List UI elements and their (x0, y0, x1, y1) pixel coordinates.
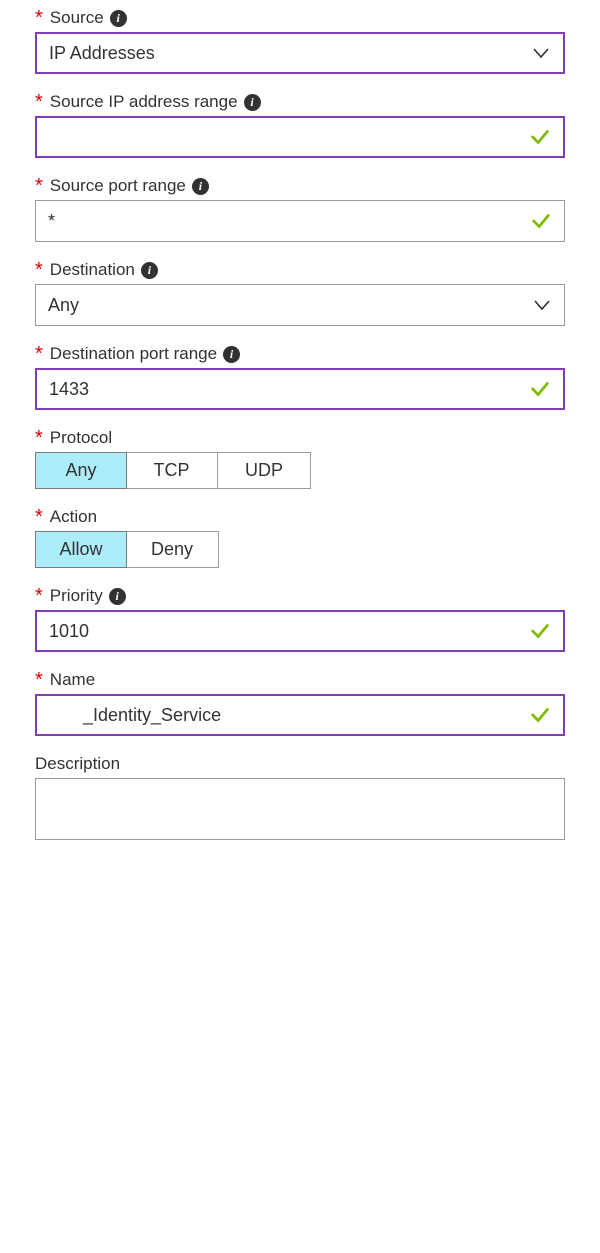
info-icon[interactable]: i (110, 10, 127, 27)
required-asterisk: * (35, 507, 43, 527)
check-icon (529, 704, 551, 726)
info-icon[interactable]: i (141, 262, 158, 279)
required-asterisk: * (35, 92, 43, 112)
field-name: * Name _Identity_Service (35, 662, 565, 736)
source-ip-label: Source IP address range (50, 92, 238, 112)
destination-label: Destination (50, 260, 135, 280)
info-icon[interactable]: i (109, 588, 126, 605)
source-port-input[interactable]: * (35, 200, 565, 242)
description-input[interactable] (35, 778, 565, 840)
priority-label: Priority (50, 586, 103, 606)
required-asterisk: * (35, 586, 43, 606)
destination-value: Any (48, 295, 532, 316)
field-action: * Action Allow Deny (35, 499, 565, 568)
check-icon (530, 210, 552, 232)
source-label: Source (50, 8, 104, 28)
source-value: IP Addresses (49, 43, 531, 64)
action-label: Action (50, 507, 97, 527)
field-source-ip: * Source IP address range i (35, 84, 565, 158)
info-icon[interactable]: i (223, 346, 240, 363)
check-icon (529, 620, 551, 642)
dest-port-label: Destination port range (50, 344, 217, 364)
dest-port-value: 1433 (49, 379, 529, 400)
protocol-option-tcp[interactable]: TCP (126, 453, 218, 488)
field-source-port: * Source port range i * (35, 168, 565, 242)
protocol-label: Protocol (50, 428, 112, 448)
source-ip-input[interactable] (35, 116, 565, 158)
source-port-label: Source port range (50, 176, 186, 196)
field-description: Description (35, 746, 565, 840)
label-row: * Source IP address range i (35, 84, 565, 112)
required-asterisk: * (35, 670, 43, 690)
protocol-segmented: Any TCP UDP (35, 452, 311, 489)
check-icon (529, 378, 551, 400)
check-icon (529, 126, 551, 148)
info-icon[interactable]: i (192, 178, 209, 195)
label-row: * Action (35, 499, 565, 527)
label-row: * Source i (35, 0, 565, 28)
label-row: * Destination i (35, 252, 565, 280)
name-value: _Identity_Service (49, 705, 529, 726)
label-row: * Source port range i (35, 168, 565, 196)
label-row: * Protocol (35, 420, 565, 448)
label-row: * Name (35, 662, 565, 690)
destination-dropdown[interactable]: Any (35, 284, 565, 326)
protocol-option-udp[interactable]: UDP (218, 453, 310, 488)
label-row: * Priority i (35, 578, 565, 606)
field-destination: * Destination i Any (35, 252, 565, 326)
required-asterisk: * (35, 8, 43, 28)
required-asterisk: * (35, 176, 43, 196)
field-protocol: * Protocol Any TCP UDP (35, 420, 565, 489)
action-option-allow[interactable]: Allow (35, 531, 127, 568)
description-label: Description (35, 754, 120, 774)
field-source: * Source i IP Addresses (35, 0, 565, 74)
field-priority: * Priority i 1010 (35, 578, 565, 652)
action-option-deny[interactable]: Deny (126, 532, 218, 567)
required-asterisk: * (35, 428, 43, 448)
chevron-down-icon (531, 43, 551, 63)
info-icon[interactable]: i (244, 94, 261, 111)
name-label: Name (50, 670, 95, 690)
label-row: * Destination port range i (35, 336, 565, 364)
priority-input[interactable]: 1010 (35, 610, 565, 652)
required-asterisk: * (35, 260, 43, 280)
name-input[interactable]: _Identity_Service (35, 694, 565, 736)
source-port-value: * (48, 211, 530, 232)
dest-port-input[interactable]: 1433 (35, 368, 565, 410)
protocol-option-any[interactable]: Any (35, 452, 127, 489)
priority-value: 1010 (49, 621, 529, 642)
source-dropdown[interactable]: IP Addresses (35, 32, 565, 74)
label-row: Description (35, 746, 565, 774)
field-dest-port: * Destination port range i 1433 (35, 336, 565, 410)
required-asterisk: * (35, 344, 43, 364)
chevron-down-icon (532, 295, 552, 315)
action-segmented: Allow Deny (35, 531, 219, 568)
